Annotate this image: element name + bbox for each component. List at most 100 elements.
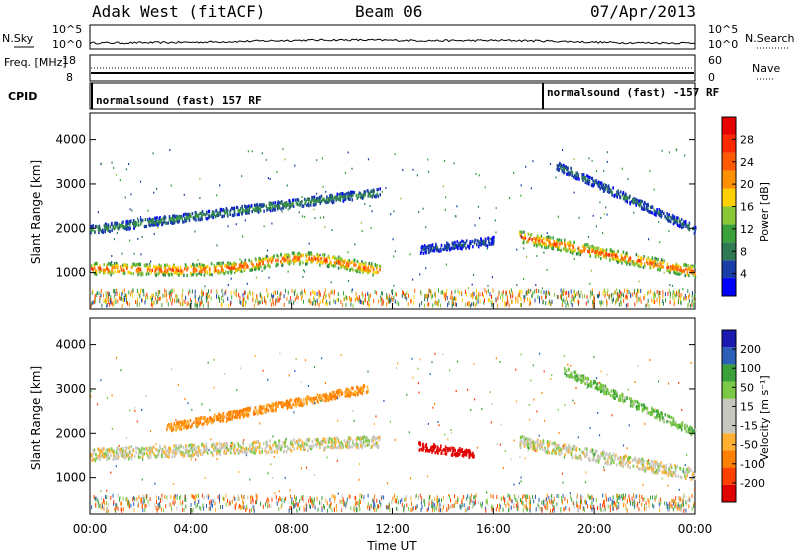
power-cell — [91, 230, 93, 233]
velocity-cell — [665, 464, 667, 467]
power-noise-cell — [510, 295, 511, 299]
velocity-cell — [190, 446, 192, 449]
power-noise-cell — [599, 300, 600, 304]
power-cell — [673, 271, 675, 274]
power-cell — [371, 190, 373, 193]
power-noise-cell — [236, 292, 237, 296]
power-cell — [575, 172, 577, 175]
power-noise-cell — [466, 293, 467, 297]
power-noise-cell — [108, 296, 109, 300]
power-noise-cell — [503, 290, 504, 294]
power-speckle — [216, 244, 217, 246]
power-cell — [100, 267, 102, 270]
power-cell — [548, 246, 550, 249]
power-cell — [360, 196, 362, 199]
velocity-cell — [282, 405, 284, 408]
power-noise-cell — [604, 289, 605, 293]
power-noise-cell — [320, 293, 321, 297]
power-cell — [581, 177, 583, 180]
power-cell — [635, 262, 637, 265]
power-speckle — [230, 263, 231, 265]
velocity-cell — [268, 451, 270, 454]
power-noise-cell — [151, 294, 152, 298]
power-cell — [171, 268, 173, 271]
power-cell — [190, 265, 192, 268]
power-noise-cell — [225, 290, 226, 294]
power-cell — [267, 257, 269, 260]
power-speckle — [574, 258, 575, 260]
power-noise-cell — [451, 291, 452, 295]
power-noise-cell — [618, 293, 619, 297]
power-noise-cell — [300, 292, 301, 296]
power-noise-cell — [620, 300, 621, 304]
power-speckle — [303, 269, 304, 271]
power-cell — [257, 264, 259, 267]
power-speckle — [618, 189, 619, 191]
velocity-cell — [197, 454, 199, 457]
velocity-cell — [223, 412, 225, 415]
power-speckle — [287, 256, 288, 258]
power-noise-cell — [355, 298, 356, 302]
power-speckle — [658, 221, 659, 223]
power-cell — [136, 269, 138, 272]
power-cell — [263, 210, 265, 213]
power-noise-cell — [166, 293, 167, 297]
power-cell — [99, 270, 101, 273]
power-speckle — [395, 250, 396, 252]
power-cell — [598, 255, 600, 258]
power-cell — [491, 241, 493, 244]
velocity-cell — [333, 437, 335, 440]
power-cell — [640, 263, 642, 266]
power-noise-cell — [581, 291, 582, 295]
power-cell — [214, 264, 216, 267]
power-noise-cell — [571, 301, 572, 305]
power-cell — [164, 270, 166, 273]
velocity-cell — [242, 446, 244, 449]
power-cell — [293, 259, 295, 262]
power-cell — [172, 218, 174, 221]
power-noise-cell — [495, 297, 496, 301]
power-noise-cell — [353, 304, 354, 308]
power-noise-cell — [109, 303, 110, 307]
power-cell — [278, 201, 280, 204]
power-speckle — [390, 213, 391, 215]
power-speckle — [117, 232, 118, 234]
velocity-cell — [97, 457, 99, 460]
velocity-cell — [198, 447, 200, 450]
power-cell — [546, 238, 548, 241]
power-cell — [323, 260, 325, 263]
power-cell — [280, 253, 282, 256]
velocity-cell — [126, 453, 128, 456]
power-noise-cell — [151, 298, 152, 302]
power-noise-cell — [161, 303, 162, 307]
power-cell — [256, 208, 258, 211]
power-cell — [145, 218, 147, 221]
power-cell — [166, 264, 168, 267]
power-cell — [255, 258, 257, 261]
power-noise-cell — [662, 294, 663, 298]
velocity-cell — [250, 450, 252, 453]
power-cell — [674, 265, 676, 268]
power-noise-cell — [450, 296, 451, 300]
power-noise-cell — [538, 289, 539, 293]
power-noise-cell — [480, 293, 481, 297]
power-cell — [558, 164, 560, 167]
power-cell — [292, 202, 294, 205]
power-cell — [140, 268, 142, 271]
power-noise-cell — [260, 294, 261, 298]
power-cell — [308, 197, 310, 200]
power-noise-cell — [629, 290, 630, 294]
power-cell — [612, 250, 614, 253]
velocity-cell — [335, 438, 337, 441]
power-cell — [328, 264, 330, 267]
velocity-cell — [331, 441, 333, 444]
velocity-cell — [468, 453, 470, 456]
power-noise-cell — [654, 300, 655, 304]
velocity-cell — [219, 442, 221, 445]
power-cell — [316, 253, 318, 256]
power-speckle — [352, 289, 353, 291]
power-noise-cell — [609, 296, 610, 300]
power-cell — [102, 231, 104, 234]
power-speckle — [521, 235, 522, 237]
power-cell — [222, 215, 224, 218]
